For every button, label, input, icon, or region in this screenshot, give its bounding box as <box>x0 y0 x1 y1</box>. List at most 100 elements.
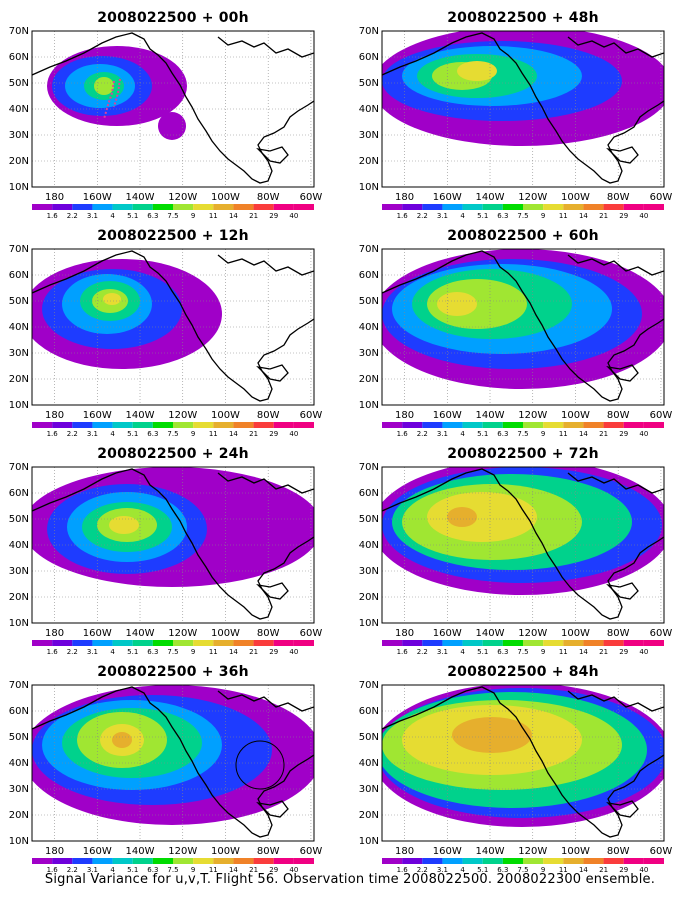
colorbar-label: 2.2 <box>417 212 428 220</box>
colorbar-swatch <box>502 640 523 646</box>
colorbar-swatch <box>422 204 443 210</box>
lat-tick-label: 30N <box>359 348 379 359</box>
colorbar-label: 1.6 <box>47 648 59 656</box>
colorbar-swatch <box>193 422 214 428</box>
map-plot: 70N 60N 50N 40N 30N 20N 10N 180 160W 140W 120W 100W… <box>9 680 323 874</box>
map-panel: 2008022500 + 00h 70N 60N 50N 40N 30N 20N 10N 180… <box>0 10 340 225</box>
colorbar-label: 21 <box>599 430 608 438</box>
lon-tick-label: 160W <box>433 628 462 639</box>
colorbar-swatch <box>583 858 604 864</box>
colorbar-swatch <box>462 640 483 646</box>
colorbar-label: 11 <box>209 212 218 220</box>
lat-tick-label: 50N <box>9 296 29 307</box>
lat-tick-label: 40N <box>359 104 379 115</box>
colorbar-swatch <box>623 422 644 428</box>
colorbar-label: 1.6 <box>47 212 59 220</box>
lon-tick-label: 120W <box>168 628 197 639</box>
colorbar-label: 6.3 <box>147 648 158 656</box>
lon-tick-label: 180 <box>395 846 414 857</box>
lon-tick-label: 100W <box>561 628 590 639</box>
colorbar-label: 11 <box>209 648 218 656</box>
colorbar-label: 40 <box>289 866 298 874</box>
panel-title: 2008022500 + 24h <box>97 446 249 462</box>
colorbar-swatch <box>273 858 294 864</box>
lat-tick-label: 50N <box>359 514 379 525</box>
lat-tick-label: 20N <box>9 156 29 167</box>
colorbar-swatch <box>583 204 604 210</box>
colorbar-swatch <box>132 204 153 210</box>
map-plot: 70N 60N 50N 40N 30N 20N 10N 180 160W 140W 120W 100W… <box>9 26 323 220</box>
variance-contours <box>382 249 664 389</box>
colorbar-label: 5.1 <box>477 866 488 874</box>
coastline <box>32 250 314 402</box>
colorbar-swatch <box>152 422 173 428</box>
variance-contours <box>32 467 314 587</box>
lon-tick-label: 80W <box>607 410 630 421</box>
panel-title: 2008022500 + 60h <box>447 228 599 244</box>
map-panel: 2008022500 + 84h 70N 60N 50N 40N 30N 20N 10N 180… <box>350 664 690 879</box>
variance-contours <box>382 31 664 146</box>
colorbar-label: 9 <box>541 212 545 220</box>
colorbar-label: 2.2 <box>67 212 78 220</box>
coastline <box>32 32 314 184</box>
colorbar-label: 3.1 <box>437 648 448 656</box>
colorbar-label: 29 <box>269 866 278 874</box>
colorbar-label: 9 <box>191 430 195 438</box>
lat-tick-label: 50N <box>359 78 379 89</box>
colorbar-swatch <box>563 640 584 646</box>
colorbar-swatch <box>92 858 113 864</box>
lon-tick-label: 80W <box>607 846 630 857</box>
colorbar-swatch <box>253 204 274 210</box>
colorbar-label: 7.5 <box>167 648 178 656</box>
panel-title: 2008022500 + 84h <box>447 664 599 680</box>
map-panel: 2008022500 + 72h 70N 60N 50N 40N 30N 20N 10N 180… <box>350 446 690 661</box>
lon-tick-label: 140W <box>476 192 505 203</box>
colorbar-label: 7.5 <box>517 212 528 220</box>
map-panel: 2008022500 + 36h 70N 60N 50N 40N 30N 20N 10N 180… <box>0 664 340 879</box>
colorbar-label: 1.6 <box>47 866 59 874</box>
colorbar-swatch <box>603 422 624 428</box>
colorbar-swatch <box>462 422 483 428</box>
colorbar-label: 2.2 <box>417 866 428 874</box>
lon-tick-label: 180 <box>45 410 64 421</box>
lat-tick-label: 70N <box>359 462 379 473</box>
flight-track <box>103 78 121 120</box>
lon-tick-label: 180 <box>45 192 64 203</box>
colorbar-label: 7.5 <box>517 430 528 438</box>
colorbar-label: 3.1 <box>437 212 448 220</box>
lat-tick-label: 10N <box>9 182 29 193</box>
colorbar-label: 21 <box>599 212 608 220</box>
colorbar-label: 14 <box>229 648 238 656</box>
map-panel: 2008022500 + 12h 70N 60N 50N 40N 30N 20N 10N 180… <box>0 228 340 443</box>
colorbar-swatch <box>72 640 93 646</box>
colorbar-swatch <box>543 204 564 210</box>
colorbar-label: 3.1 <box>87 648 98 656</box>
colorbar-swatch <box>643 204 664 210</box>
lat-tick-label: 60N <box>9 488 29 499</box>
lon-tick-label: 140W <box>126 846 155 857</box>
colorbar-swatch <box>462 204 483 210</box>
lat-tick-label: 50N <box>9 78 29 89</box>
contour-region <box>112 732 132 748</box>
colorbar-swatch <box>233 858 254 864</box>
colorbar-swatch <box>112 858 133 864</box>
lon-tick-label: 120W <box>518 628 547 639</box>
map-plot: 70N 60N 50N 40N 30N 20N 10N 180 160W 140W 120W 100W… <box>359 680 673 874</box>
lon-tick-label: 120W <box>518 410 547 421</box>
colorbar-swatch <box>32 422 53 428</box>
lat-tick-label: 60N <box>9 706 29 717</box>
lat-tick-label: 30N <box>359 130 379 141</box>
lon-tick-label: 140W <box>476 410 505 421</box>
lat-tick-label: 30N <box>9 348 29 359</box>
colorbar-label: 6.3 <box>497 430 508 438</box>
colorbar-swatch <box>173 204 194 210</box>
colorbar-swatch <box>583 640 604 646</box>
colorbar-label: 11 <box>559 430 568 438</box>
lat-tick-label: 50N <box>9 514 29 525</box>
colorbar-swatch <box>623 204 644 210</box>
colorbar-swatch <box>293 640 314 646</box>
variance-contours <box>32 685 314 825</box>
colorbar-label: 29 <box>269 212 278 220</box>
colorbar-swatch <box>402 858 423 864</box>
colorbar-label: 40 <box>289 430 298 438</box>
